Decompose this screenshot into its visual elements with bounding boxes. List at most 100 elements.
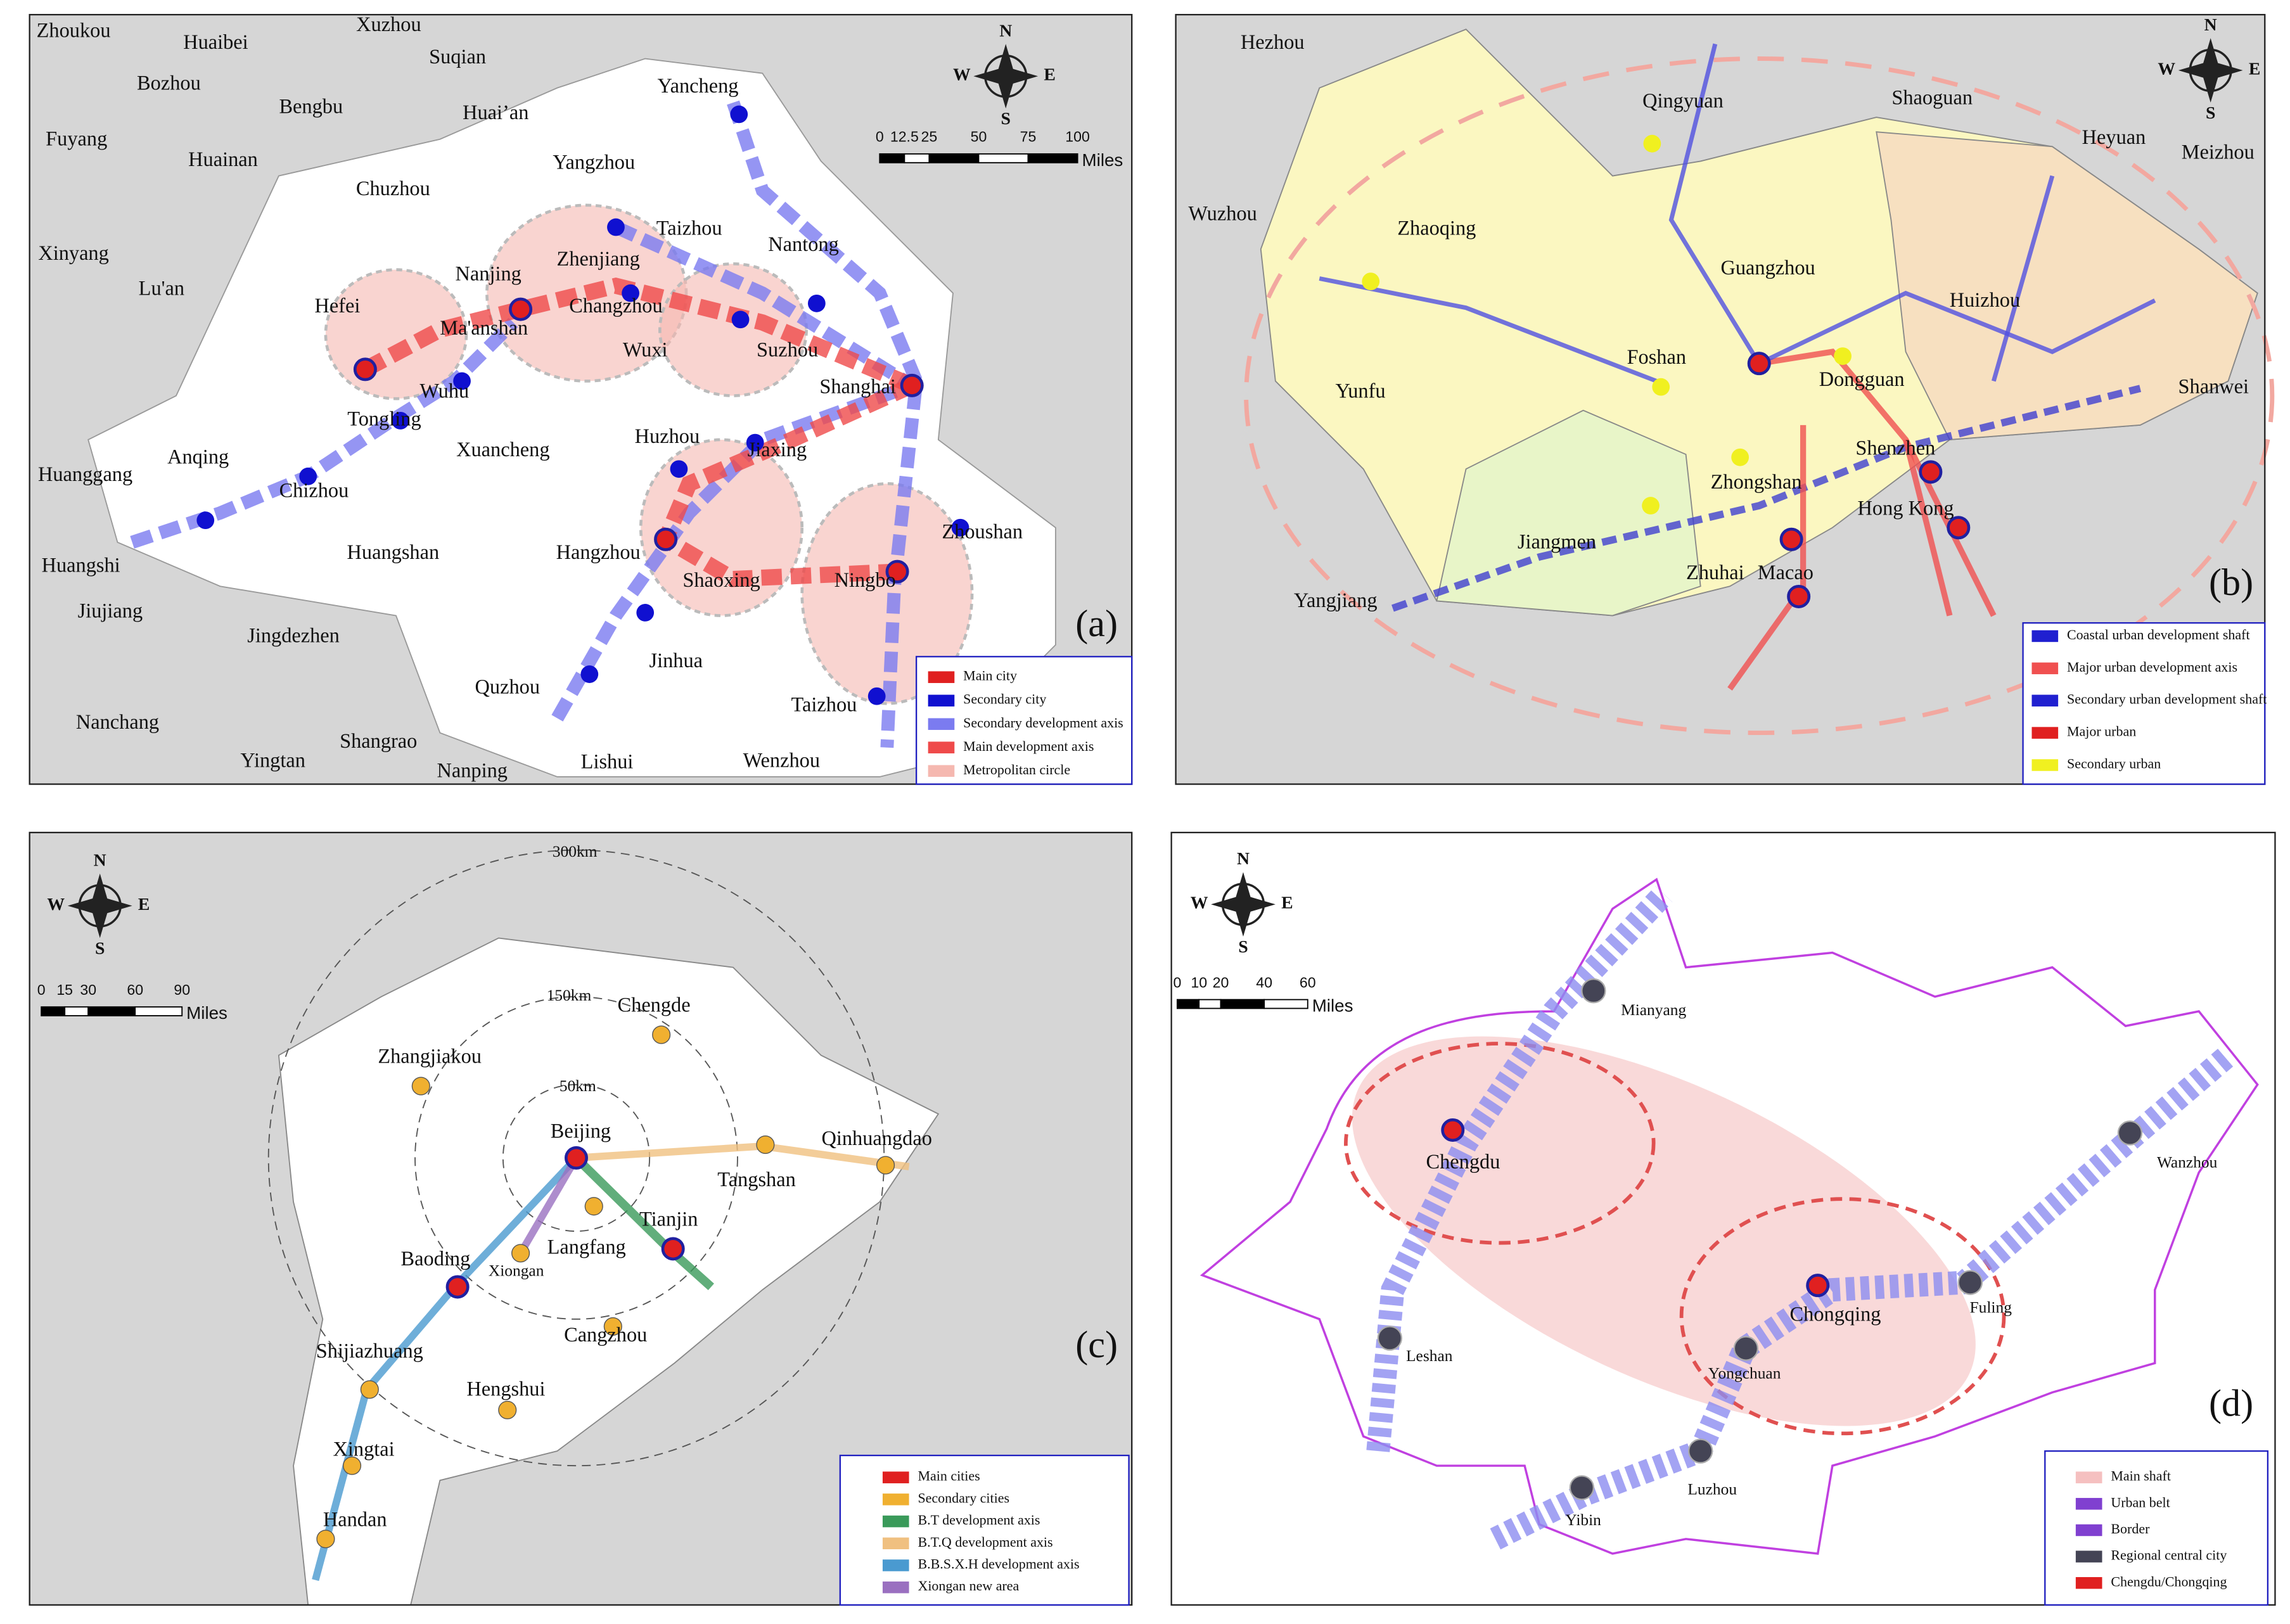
city-label: Langfang: [547, 1236, 626, 1258]
secondary-city: [867, 687, 886, 705]
secondary-city: [1652, 378, 1670, 396]
secondary-city: [603, 1317, 622, 1336]
city-label: Bengbu: [279, 96, 343, 118]
city-label: Fuling: [1969, 1298, 2012, 1317]
legend-symbol: [2031, 662, 2059, 675]
legend-symbol: [2031, 727, 2059, 739]
city-label: Luzhou: [1687, 1480, 1737, 1498]
city-label: Zhaoqing: [1397, 217, 1476, 240]
legend-symbol: [882, 1581, 909, 1594]
scale-label: 0: [876, 129, 884, 145]
legend-box: [2022, 622, 2266, 785]
city-label: Jiaxing: [748, 438, 807, 461]
legend-label: Metropolitan circle: [963, 762, 1070, 777]
city-label: Chengde: [618, 994, 691, 1017]
city-label: Tongling: [347, 407, 421, 430]
legend-label: Secondary city: [963, 691, 1046, 707]
compass-letter: S: [1001, 109, 1011, 129]
city-label: Jingdezhen: [247, 625, 340, 648]
city-label: Guangzhou: [1720, 257, 1815, 279]
compass-letter: S: [1238, 937, 1248, 957]
scale-segment: [978, 153, 1029, 163]
main-city: [1919, 460, 1943, 484]
city-label: Chizhou: [279, 480, 349, 502]
city-label: Yancheng: [657, 75, 738, 98]
legend-symbol: [882, 1493, 909, 1506]
secondary-city: [670, 460, 688, 478]
metropolitan-circle: [1244, 56, 2275, 736]
region: [278, 937, 940, 1606]
city-label: Wanzhou: [2157, 1153, 2218, 1172]
city-label: Huizhou: [1950, 289, 2021, 312]
main-city: [654, 527, 678, 551]
urban-belt: [1490, 1046, 2236, 1550]
city-label: Dongguan: [1819, 368, 1905, 391]
regional-city: [1581, 978, 1606, 1004]
city-label: Cangzhou: [564, 1324, 647, 1346]
metropolitan-circle: [1679, 1197, 2006, 1436]
compass-letter: N: [94, 851, 106, 871]
scale-segment: [1220, 999, 1265, 1009]
scale-segment: [87, 1006, 136, 1016]
main-city: [1441, 1118, 1465, 1142]
city-label: Bozhou: [137, 72, 201, 95]
secondary-city: [580, 665, 599, 683]
secondary-city: [498, 1400, 517, 1419]
scale-label: 20: [1213, 974, 1229, 990]
city-label: Qingyuan: [1642, 89, 1724, 112]
main-city: [1787, 584, 1811, 608]
city-label: 300km: [553, 842, 598, 860]
panel-label: (c): [1075, 1324, 1118, 1366]
secondary-axis: [727, 100, 923, 748]
city-label: Yangjiang: [1294, 589, 1378, 612]
secondary-city: [756, 1135, 775, 1154]
scale-label: 40: [1256, 974, 1272, 990]
legend-label: B.T development axis: [918, 1512, 1040, 1528]
maps: [29, 13, 2276, 1606]
legend-label: Coastal urban development shaft: [2067, 627, 2250, 643]
compass-ring: [78, 884, 122, 928]
city-label: Wuxi: [623, 339, 668, 362]
scale-segment: [904, 153, 930, 163]
scale-unit: Miles: [1312, 995, 1353, 1015]
city-label: Yibin: [1565, 1511, 1601, 1529]
scale-label: 75: [1020, 129, 1037, 145]
labels: Zhoukou Huaibei Xuzhou Suqian Bozhou Bengbu Hu…: [37, 13, 2269, 1606]
city-label: Taizhou: [656, 217, 722, 240]
major-axis: [1903, 438, 1953, 617]
legend-symbol: [2075, 1524, 2102, 1537]
city-label: Chongqing: [1790, 1303, 1881, 1326]
secondary-city: [746, 433, 764, 452]
city-label: Hefei: [314, 295, 360, 317]
scale-unit: Miles: [1082, 150, 1123, 170]
secondary-city: [622, 284, 639, 302]
city-label: Xuzhou: [356, 13, 421, 36]
legend-label: Main development axis: [963, 738, 1094, 754]
metropolitan-circle: [800, 482, 974, 705]
legend-symbol: [928, 694, 955, 707]
legend-symbol: [2075, 1471, 2102, 1483]
city-label: Handan: [323, 1509, 387, 1531]
secondary-city: [392, 412, 409, 430]
secondary-city: [807, 294, 826, 312]
distance-ring: [502, 1084, 651, 1232]
legend-symbol: [2075, 1550, 2102, 1563]
secondary-city: [1362, 272, 1380, 291]
legend-label: Secondary urban development shaft: [2067, 691, 2267, 707]
legend-symbol: [2075, 1498, 2102, 1510]
compass-letter: W: [953, 65, 971, 85]
main-city: [564, 1146, 588, 1170]
scale-segment: [1176, 999, 1200, 1009]
secondary-city: [636, 604, 655, 622]
city-label: Beijing: [551, 1120, 611, 1143]
panel-label: (b): [2209, 561, 2253, 604]
secondary-shaft: [1991, 175, 2055, 382]
city-label: Fuyang: [46, 128, 107, 151]
scale-segment: [1198, 999, 1222, 1009]
scale-label: 100: [1065, 129, 1090, 145]
main-axis: [655, 378, 916, 587]
legend-label: B.T.Q development axis: [918, 1534, 1052, 1550]
main-city: [1806, 1274, 1830, 1298]
city-label: Shijiazhuang: [316, 1339, 423, 1362]
city-label: Yunfu: [1335, 380, 1385, 402]
